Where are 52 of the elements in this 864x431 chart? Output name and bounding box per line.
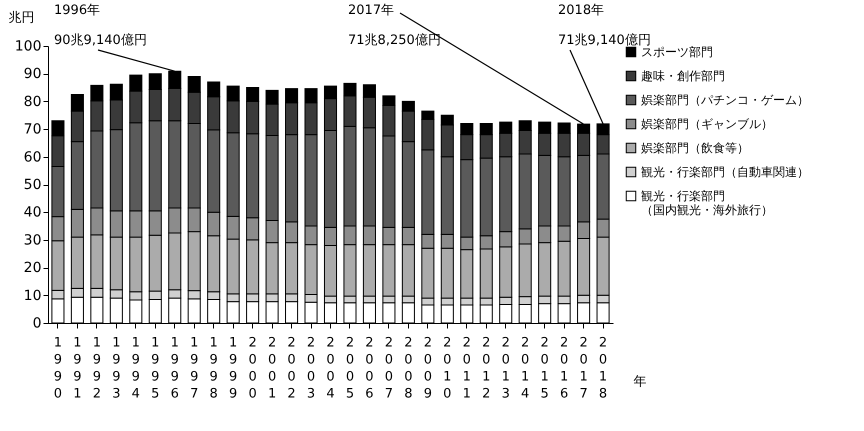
- legend-label: スポーツ部門: [641, 45, 713, 59]
- x-tick-label: 2010: [443, 336, 452, 402]
- annotation: 2017年 71兆8,250億円: [348, 3, 441, 48]
- x-tick-label: 1998: [210, 336, 218, 402]
- x-tick-label: 2001: [268, 336, 276, 402]
- y-tick-label: 100: [14, 38, 42, 54]
- x-tick-label: 2012: [482, 336, 490, 402]
- x-tick-label: 2011: [462, 336, 471, 402]
- x-tick-label: 1997: [190, 336, 198, 402]
- y-tick-label: 70: [24, 122, 42, 138]
- legend-label: 娯楽部門（飲食等）: [641, 141, 749, 155]
- y-tick-label: 80: [24, 94, 42, 110]
- legend-label: 娯楽部門（パチンコ・ゲーム）: [641, 93, 809, 107]
- legend-label: 娯楽部門（ギャンブル）: [641, 117, 773, 131]
- legend-label: 趣味・創作部門: [641, 69, 725, 83]
- x-tick-label: 1992: [92, 336, 102, 402]
- x-tick-label: 1990: [54, 336, 62, 402]
- x-tick-label: 2016: [560, 336, 568, 402]
- y-tick-label: 20: [24, 260, 42, 276]
- y-tick-label: 50: [24, 177, 42, 193]
- x-tick-label: 2002: [287, 336, 296, 402]
- annotation: 1996年 90兆9,140億円: [54, 3, 147, 48]
- x-tick-label: 1995: [151, 336, 160, 402]
- annotation: 2018年 71兆9,140億円: [558, 3, 651, 48]
- y-tick-label: 10: [24, 288, 42, 304]
- x-tick-label: 2000: [248, 336, 257, 402]
- y-tick-label: 30: [24, 232, 42, 248]
- x-tick-label: 1994: [132, 336, 140, 402]
- x-tick-label: 2018: [598, 336, 608, 402]
- x-tick-label: 2014: [521, 336, 530, 402]
- x-tick-label: 2015: [540, 336, 549, 402]
- x-tick-label: 2013: [502, 336, 510, 402]
- x-tick-label: 2004: [326, 336, 335, 402]
- legend-label: 観光・行楽部門（自動車関連）: [641, 165, 809, 179]
- x-tick-label: 1993: [112, 336, 120, 402]
- y-tick-label: 90: [24, 66, 42, 82]
- x-tick-label: 2009: [424, 336, 432, 402]
- x-axis-title: 年: [634, 374, 646, 390]
- x-tick-label: 2003: [306, 336, 316, 402]
- x-tick-label: 1996: [170, 336, 179, 402]
- x-tick-label: 2008: [404, 336, 413, 402]
- x-tick-label: 2017: [579, 336, 588, 402]
- legend-label: 観光・行楽部門（国内観光・海外旅行）: [641, 189, 773, 217]
- y-tick-label: 0: [32, 316, 42, 332]
- x-tick-label: 2006: [365, 336, 374, 402]
- x-tick-label: 2007: [384, 336, 394, 402]
- x-tick-label: 1991: [73, 336, 82, 402]
- y-tick-label: 40: [24, 204, 42, 221]
- y-tick-label: 60: [24, 149, 42, 166]
- x-tick-label: 1999: [229, 336, 238, 402]
- y-axis-title: 兆円: [8, 10, 34, 26]
- x-tick-label: 2005: [346, 336, 354, 402]
